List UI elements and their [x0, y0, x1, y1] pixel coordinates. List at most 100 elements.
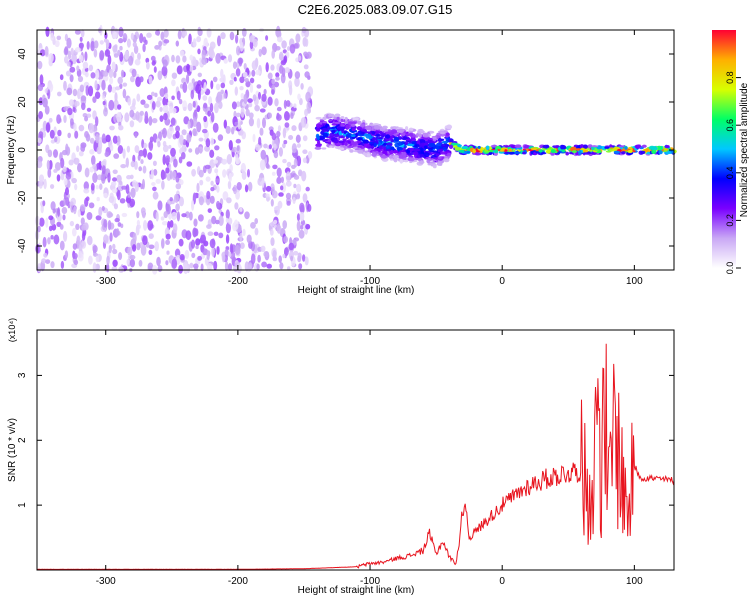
spectrogram-cell	[276, 114, 282, 121]
spectrogram-cell	[302, 149, 308, 154]
spectrogram-cell	[95, 133, 100, 144]
spectrogram-cell	[256, 118, 261, 129]
spectrogram-cell	[397, 128, 404, 134]
spectrogram-cell	[239, 86, 244, 91]
spectrogram-cell	[161, 238, 165, 249]
spectrogram-cell	[132, 41, 137, 48]
spectrogram-cell	[328, 119, 333, 122]
spectrogram-cell	[142, 148, 147, 158]
spectrogram-cell	[72, 243, 78, 250]
spectrogram-cell	[419, 153, 424, 158]
spectrogram-cell	[402, 155, 407, 159]
spectrogram-cell	[126, 259, 130, 265]
spectrogram-cell	[72, 227, 77, 237]
spectrogram-cell	[105, 39, 110, 48]
spectrogram-cell	[334, 145, 341, 149]
spectrogram-cell	[447, 152, 452, 157]
spectrogram-cell	[261, 177, 265, 189]
spectrogram-cell	[103, 234, 109, 244]
spectrogram-cell	[215, 178, 220, 183]
spectrogram-cell	[285, 180, 292, 187]
spectrogram-cell	[116, 135, 121, 143]
spectrogram-cell	[62, 214, 66, 221]
snr-xlabel: Height of straight line (km)	[298, 585, 415, 596]
spectrogram-cell	[296, 213, 301, 222]
spectrogram-cell	[112, 177, 117, 182]
spectrogram-cell	[71, 53, 77, 65]
spectrogram-cell	[357, 145, 363, 148]
spectrogram-cell	[258, 91, 261, 100]
spectrogram-cell	[437, 138, 443, 142]
spectrogram-cell	[189, 262, 194, 269]
spectrogram-cell	[256, 84, 262, 89]
spectrogram-cell	[67, 50, 72, 60]
spectrogram-cell	[214, 102, 219, 114]
spectrogram-cell	[561, 149, 566, 153]
spectrogram-cell	[130, 187, 136, 198]
spectrogram-cell	[154, 45, 160, 50]
spectrogram-cell	[244, 261, 249, 272]
x-tick-label: 0	[499, 576, 505, 587]
spectrogram-cell	[182, 55, 187, 63]
spectrogram-cell	[116, 112, 122, 123]
spectrogram-cell	[240, 92, 244, 100]
spectrogram-cell	[423, 152, 430, 158]
spectrogram-cell	[281, 40, 287, 49]
spectrogram-cell	[440, 151, 447, 155]
spectrogram-cell	[171, 258, 178, 270]
spectrogram-cell	[428, 142, 436, 148]
spectrogram-cell	[37, 60, 43, 70]
spectrogram-cell	[299, 98, 303, 106]
spectrogram-cell	[363, 143, 370, 149]
spectrogram-cell	[227, 54, 233, 63]
spectrogram-cell	[329, 132, 335, 138]
spectrogram-cell	[288, 85, 293, 96]
spectrogram-cell	[127, 246, 133, 256]
spectrogram-cell	[538, 149, 543, 153]
spectrogram-cell	[118, 125, 124, 131]
spectrogram-cell	[242, 71, 248, 78]
spectrogram-cell	[279, 262, 284, 270]
spectrogram-cell	[441, 140, 449, 144]
spectrogram-cell	[159, 115, 164, 122]
spectrogram-cell	[118, 26, 124, 38]
spectrogram-cell	[248, 181, 253, 192]
spectrogram-cell	[408, 127, 414, 132]
spectrogram-cell	[217, 35, 221, 47]
spectrogram-cell	[162, 154, 166, 166]
spectrogram-cell	[296, 183, 302, 193]
spectrogram-cell	[48, 53, 54, 63]
spectrogram-cell	[360, 129, 367, 132]
spectrogram-cell	[128, 55, 134, 66]
spectrogram-cell	[366, 126, 372, 131]
spectrogram-cell	[233, 184, 237, 195]
spectrogram-cell	[299, 202, 305, 213]
spectrogram-cell	[216, 246, 220, 255]
spectrogram-cell	[183, 116, 190, 125]
spectrogram-cell	[76, 145, 80, 153]
spectrogram-cell	[382, 125, 388, 129]
spectrogram-cell	[461, 146, 468, 150]
spectrogram-cell	[664, 145, 670, 149]
spectrogram-cell	[411, 141, 416, 145]
spectrogram-cell	[203, 82, 207, 92]
spectrogram-cell	[293, 103, 297, 109]
spectrogram-cell	[63, 106, 69, 112]
spectrogram-cell	[176, 90, 181, 101]
spectrogram-cell	[151, 101, 156, 110]
spectrogram-cell	[276, 106, 282, 112]
y-tick-label: 20	[17, 96, 28, 108]
spectrogram-cell	[604, 146, 610, 149]
spectrogram-cell	[213, 260, 218, 271]
y-tick-label: -20	[17, 190, 28, 205]
spectrogram-cell	[418, 160, 425, 165]
spectrogram-cell	[190, 239, 196, 249]
spectrogram-cell	[93, 163, 97, 174]
spectrogram-cell	[357, 139, 361, 144]
spectrogram-cell	[322, 132, 329, 138]
spectrogram-cell	[379, 131, 383, 135]
spectrogram-cell	[179, 134, 184, 146]
spectrogram-cell	[508, 148, 513, 152]
spectrogram-cell	[250, 253, 256, 265]
spectrogram-cell	[283, 140, 288, 145]
